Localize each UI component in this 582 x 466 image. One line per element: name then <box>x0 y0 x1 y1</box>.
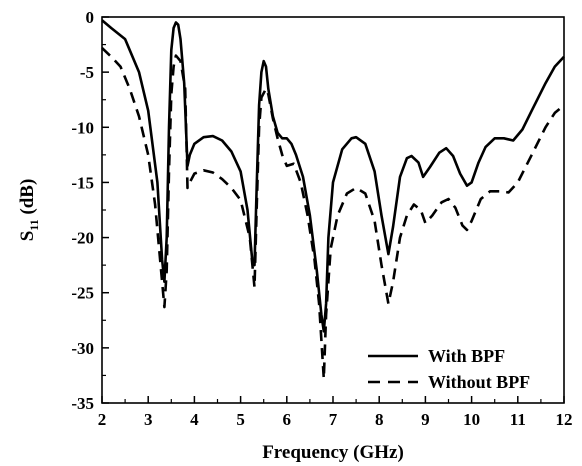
x-tick-label: 6 <box>283 410 292 429</box>
legend: With BPF Without BPF <box>368 346 530 392</box>
series-line-without-bpf <box>101 46 565 380</box>
y-tick-label: -5 <box>80 63 94 82</box>
legend-label-without-bpf: Without BPF <box>428 372 530 392</box>
y-tick-label: -10 <box>71 118 94 137</box>
x-tick-label: 11 <box>510 410 526 429</box>
legend-label-with-bpf: With BPF <box>428 346 505 366</box>
series-line-with-bpf <box>101 19 565 333</box>
y-axis-label-subscript: 11 <box>27 219 41 230</box>
x-tick-label: 2 <box>98 410 107 429</box>
y-tick-label: -20 <box>71 229 94 248</box>
x-tick-label: 3 <box>144 410 153 429</box>
y-axis-label-main: S <box>17 231 38 242</box>
y-axis-label: S11 (dB) <box>17 179 41 242</box>
y-tick-label: -35 <box>71 394 94 413</box>
x-tick-label: 9 <box>421 410 430 429</box>
series-layer <box>101 19 565 380</box>
y-tick-label: -15 <box>71 173 94 192</box>
x-tick-label: 12 <box>556 410 573 429</box>
y-tick-label: -30 <box>71 339 94 358</box>
x-tick-label: 5 <box>236 410 245 429</box>
x-tick-label: 8 <box>375 410 384 429</box>
y-tick-label: 0 <box>86 8 95 27</box>
y-tick-label: -25 <box>71 284 94 303</box>
y-axis-label-unit: (dB) <box>17 179 38 220</box>
x-tick-label: 7 <box>329 410 338 429</box>
axis-ticks: 2 3 4 5 6 7 8 9 10 11 12 0 -5 -10 -15 -20 -25 -30 -35 <box>71 8 572 429</box>
x-axis-label: Frequency (GHz) <box>262 442 404 463</box>
x-tick-label: 10 <box>463 410 480 429</box>
x-tick-label: 4 <box>190 410 199 429</box>
